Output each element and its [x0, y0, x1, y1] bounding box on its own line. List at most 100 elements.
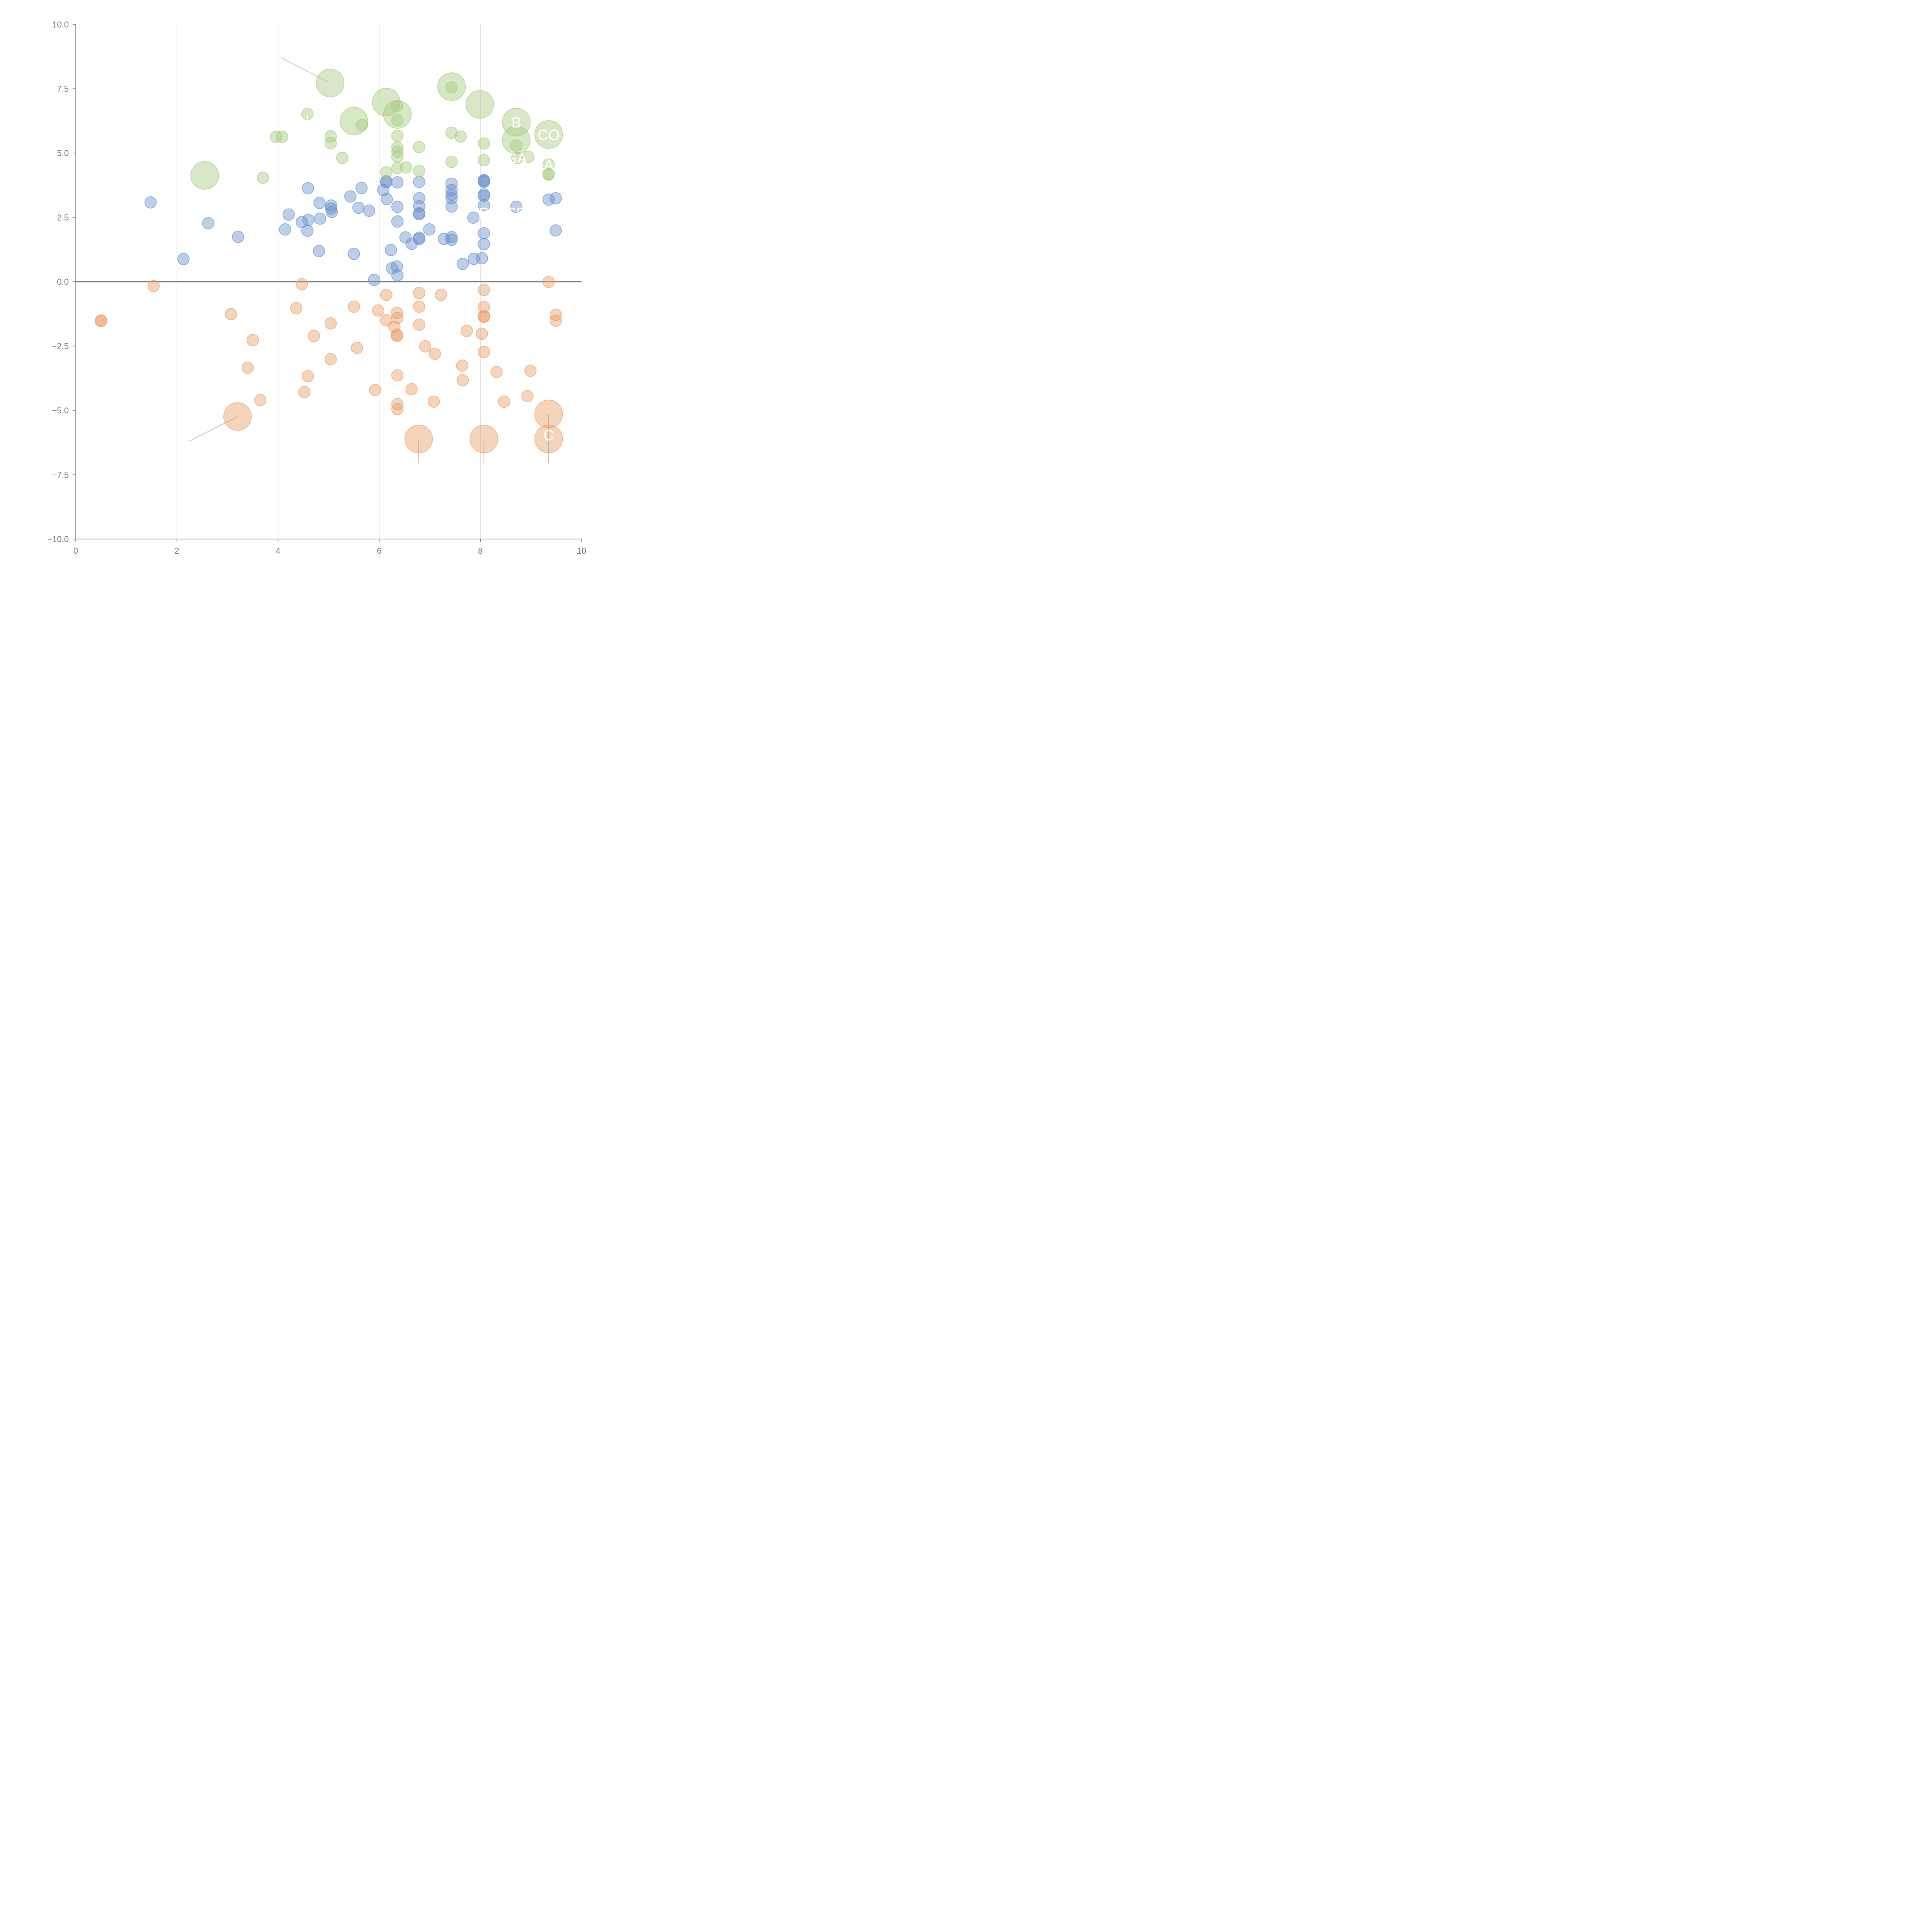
orange-point [534, 400, 563, 429]
orange-point [391, 306, 403, 319]
green-point [324, 130, 337, 143]
orange-point [456, 359, 468, 372]
orange-point [456, 374, 469, 386]
green-point [391, 145, 404, 158]
blue-point [478, 174, 490, 186]
blue-point [445, 231, 458, 243]
orange-point [348, 300, 360, 313]
orange-point [524, 364, 537, 377]
blue-point [302, 214, 315, 226]
green-point [478, 137, 490, 150]
y-tick-label: −7.5 [52, 470, 69, 480]
blue-point [301, 224, 314, 237]
orange-point [296, 278, 308, 291]
y-tick-label: 5.0 [57, 148, 69, 158]
orange-point [549, 315, 562, 327]
blue-point [282, 208, 295, 221]
x-tick-label: 10 [577, 546, 586, 556]
orange-point [391, 369, 404, 382]
green-point [534, 120, 563, 149]
orange-point [247, 334, 259, 346]
green-point [316, 69, 345, 97]
blue-point [232, 231, 244, 243]
green-point [356, 119, 368, 131]
blue-point [549, 224, 562, 237]
y-tick-label: −10.0 [47, 534, 69, 544]
orange-point [405, 383, 418, 396]
annotation-label: SE [507, 205, 526, 221]
orange-point [478, 311, 490, 323]
annotation-label: I [305, 113, 310, 129]
green-point [437, 72, 466, 101]
annotation-label: C [543, 427, 554, 444]
orange-point [391, 312, 404, 324]
green-point [301, 107, 314, 120]
blue-point [510, 201, 522, 213]
green-point [391, 150, 404, 163]
orange-point [469, 425, 498, 453]
green-point [391, 141, 404, 154]
green-point [445, 81, 458, 94]
green-point [391, 129, 404, 142]
green-point [391, 162, 404, 174]
blue-point [478, 199, 490, 211]
orange-point [147, 280, 160, 293]
orange-point [427, 395, 440, 408]
green-point [257, 172, 269, 184]
annotation-label: GA [506, 151, 527, 167]
orange-point [404, 425, 433, 453]
orange-point [308, 330, 320, 342]
blue-point [413, 207, 425, 219]
orange-point [413, 300, 425, 313]
orange-point [478, 301, 490, 313]
blue-point [456, 258, 469, 270]
orange-point [435, 289, 447, 301]
blue-point [423, 223, 435, 236]
orange-point [324, 317, 337, 330]
green-point [510, 139, 522, 152]
blue-point [381, 193, 393, 206]
blue-point [445, 184, 458, 196]
orange-point [351, 342, 363, 354]
blue-point [549, 192, 562, 205]
orange-point [521, 390, 534, 403]
blue-point [476, 252, 488, 265]
blue-point [391, 201, 404, 213]
orange-point [298, 386, 311, 398]
orange-point [429, 347, 441, 360]
green-point [413, 141, 425, 153]
bubble-chart: B CO GA A P SE C I 10.0 7.5 5.0 2.5 0.0 −2.5 −5.0 −7.5… [47, 20, 586, 556]
blue-point [384, 244, 397, 256]
orange-point [413, 287, 425, 299]
blue-point [478, 188, 490, 201]
green-point [522, 151, 535, 163]
y-tick-label: −2.5 [52, 342, 69, 351]
orange-point [490, 366, 503, 378]
orange-point [543, 276, 555, 288]
y-tick-label: 2.5 [57, 213, 69, 223]
blue-point [445, 189, 458, 201]
leader-line [281, 57, 329, 83]
blue-point [344, 190, 357, 203]
blue-point [202, 217, 214, 230]
blue-point [380, 176, 393, 189]
blue-point [413, 233, 425, 245]
blue-point [413, 175, 425, 188]
orange-point [391, 328, 403, 341]
green-point [543, 158, 555, 171]
x-tick-label: 4 [276, 546, 280, 556]
green-point [454, 130, 467, 143]
orange-point [225, 308, 237, 320]
green-point [276, 131, 288, 143]
orange-point [254, 394, 267, 406]
green-point [380, 166, 393, 179]
orange-point [95, 314, 107, 327]
blue-point [445, 177, 458, 190]
green-point [466, 90, 494, 119]
blue-point [467, 211, 480, 224]
blue-point [478, 238, 490, 250]
green-point [445, 126, 458, 139]
orange-point [290, 302, 303, 315]
orange-point [242, 361, 254, 374]
green-point [511, 151, 524, 164]
